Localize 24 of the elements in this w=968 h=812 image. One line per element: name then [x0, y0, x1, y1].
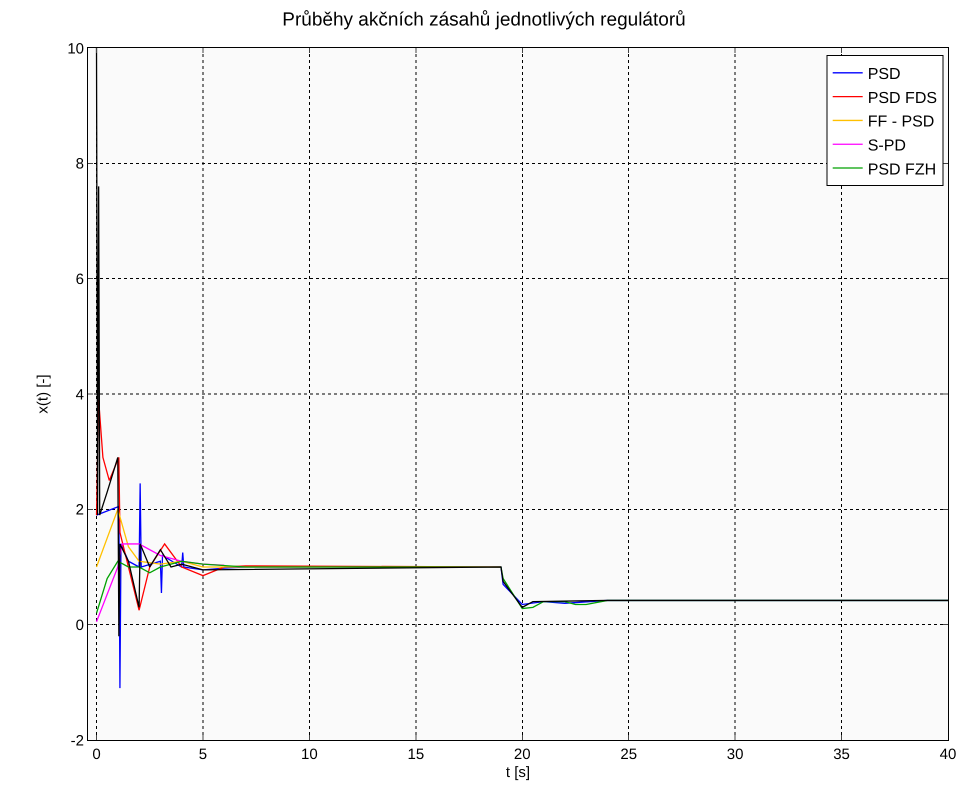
y-axis-title: x(t) [-]	[34, 374, 52, 414]
chart-title: Průběhy akčních zásahů jednotlivých regulátorů	[282, 9, 686, 30]
x-tick-label: 5	[198, 746, 208, 763]
x-tick-label: 25	[620, 746, 638, 763]
x-tick-label: 35	[833, 746, 850, 763]
legend-label: PSD FDS	[868, 90, 938, 107]
legend-label: PSD FZH	[868, 161, 936, 178]
legend-label: PSD	[868, 66, 901, 84]
x-tick-label: 20	[514, 746, 531, 763]
x-tick-label: 40	[940, 746, 956, 763]
x-tick-label: 10	[301, 746, 318, 763]
x-axis-title: t [s]	[506, 764, 530, 781]
legend-label: FF - PSD	[868, 114, 934, 131]
y-tick-label: 8	[76, 156, 84, 173]
y-tick-label: 0	[76, 616, 84, 634]
y-tick-label: 10	[67, 40, 84, 58]
x-tick-label: 15	[407, 746, 424, 763]
y-tick-label: 2	[76, 502, 84, 519]
x-tick-label: 0	[92, 746, 101, 763]
y-tick-label: -2	[70, 732, 84, 750]
y-tick-label: 6	[76, 270, 84, 288]
x-tick-label: 30	[726, 746, 744, 763]
y-tick-label: 4	[76, 386, 84, 404]
legend-label: S-PD	[868, 137, 906, 154]
